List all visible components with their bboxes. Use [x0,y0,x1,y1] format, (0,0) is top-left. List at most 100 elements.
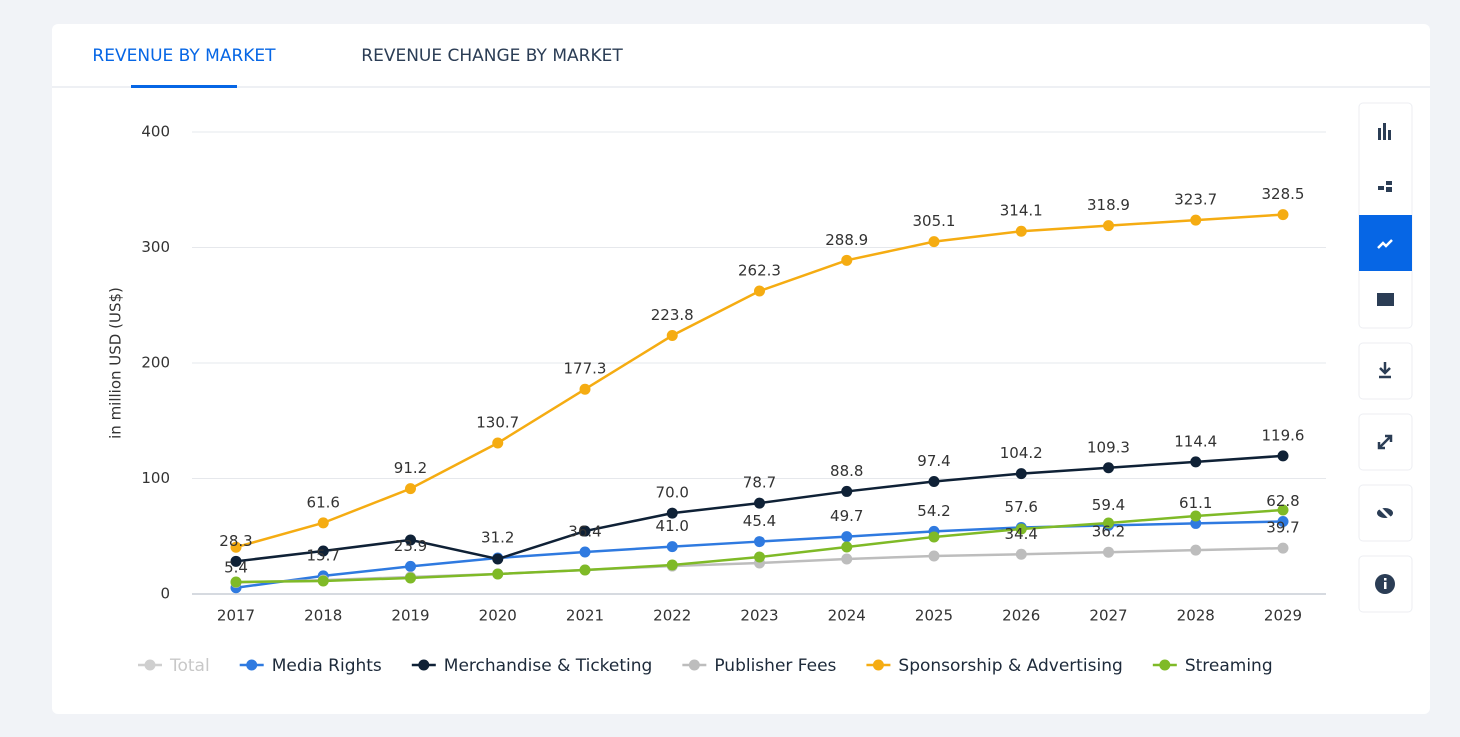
y-tick-label: 400 [141,123,170,141]
point [230,576,242,588]
tab[interactable]: REVENUE CHANGE BY MARKET [361,46,623,66]
legend-label[interactable]: Publisher Fees [714,656,836,676]
value-label: 57.6 [1005,498,1038,516]
point [841,541,853,553]
point [1277,515,1289,527]
point [928,476,940,488]
point [317,545,329,557]
legend-label[interactable]: Merchandise & Ticketing [444,656,653,676]
y-tick-label: 0 [160,585,170,603]
icon [1377,239,1393,249]
button-active[interactable] [1359,215,1412,271]
y-tick-label: 200 [141,354,170,372]
icon [1386,181,1392,185]
value-label: 78.7 [743,474,776,492]
point [492,568,504,580]
value-label: 36.2 [1092,523,1125,541]
tab-underline [131,85,237,88]
point [230,541,242,553]
value-label: 262.3 [738,262,781,280]
point [1015,548,1027,560]
icon [1378,186,1384,190]
y-axis-label: in million USD (US$) [107,287,125,439]
point [492,553,504,565]
value-label: 318.9 [1087,196,1130,214]
y-tick-label: 300 [141,238,170,256]
legend-label[interactable]: Media Rights [272,656,382,676]
point [1190,544,1202,556]
point [754,497,765,509]
icon [1379,362,1391,379]
point [666,507,678,519]
x-tick-label: 2029 [1264,607,1302,625]
point [1277,542,1289,554]
point [841,254,853,266]
legend-swatch [246,659,258,671]
x-tick-label: 2027 [1089,607,1127,625]
value-label: 39.7 [1266,519,1299,537]
icon [1384,582,1387,589]
point [1015,468,1027,480]
point [1190,214,1202,226]
value-label: 5.4 [224,558,248,576]
value-label: 328.5 [1262,185,1305,203]
point [666,541,678,553]
value-label: 223.8 [651,306,694,324]
point [1103,220,1114,232]
point [230,555,242,567]
point [317,517,329,529]
value-label: 34.4 [1005,525,1038,543]
point [1277,450,1289,462]
value-label: 114.4 [1174,432,1217,450]
value-label: 177.3 [564,360,607,378]
legend-swatch [1159,659,1171,671]
x-tick-label: 2025 [915,607,953,625]
value-label: 288.9 [825,231,868,249]
value-label: 54.2 [917,502,950,520]
value-label: 88.8 [830,462,863,480]
x-tick-label: 2022 [653,607,691,625]
point [405,560,416,572]
tab[interactable]: REVENUE BY MARKET [92,46,276,66]
legend-label[interactable]: Total [169,656,210,676]
point [928,550,940,562]
value-label: 41.0 [656,517,689,535]
point [579,525,591,537]
value-label: 70.0 [656,484,689,502]
point [666,559,678,571]
icon [1383,123,1386,140]
value-label: 119.6 [1262,426,1305,444]
legend-label[interactable]: Streaming [1185,656,1273,676]
point [492,437,504,449]
point [1190,510,1202,522]
value-label: 62.8 [1266,492,1299,510]
legend-swatch [144,659,156,671]
point [754,536,765,548]
x-tick-label: 2020 [479,607,517,625]
legend-label[interactable]: Sponsorship & Advertising [898,656,1122,676]
legend-swatch [872,659,884,671]
value-label: 59.4 [1092,496,1125,514]
point [928,236,940,248]
point [754,285,765,297]
value-label: 28.3 [219,532,252,550]
value-label: 61.6 [307,493,340,511]
point [841,553,853,565]
point [1103,462,1114,474]
x-tick-label: 2028 [1177,607,1215,625]
point [579,383,591,395]
point [841,531,853,543]
value-label: 23.9 [394,537,427,555]
point [841,485,853,497]
x-tick-label: 2019 [391,607,429,625]
point [754,551,765,563]
x-tick-label: 2026 [1002,607,1040,625]
point [1277,504,1289,516]
icon [1376,504,1395,523]
legend-swatch [418,659,430,671]
x-tick-label: 2024 [828,607,866,625]
point [928,531,940,543]
x-tick-label: 2017 [217,607,255,625]
point [579,546,591,558]
